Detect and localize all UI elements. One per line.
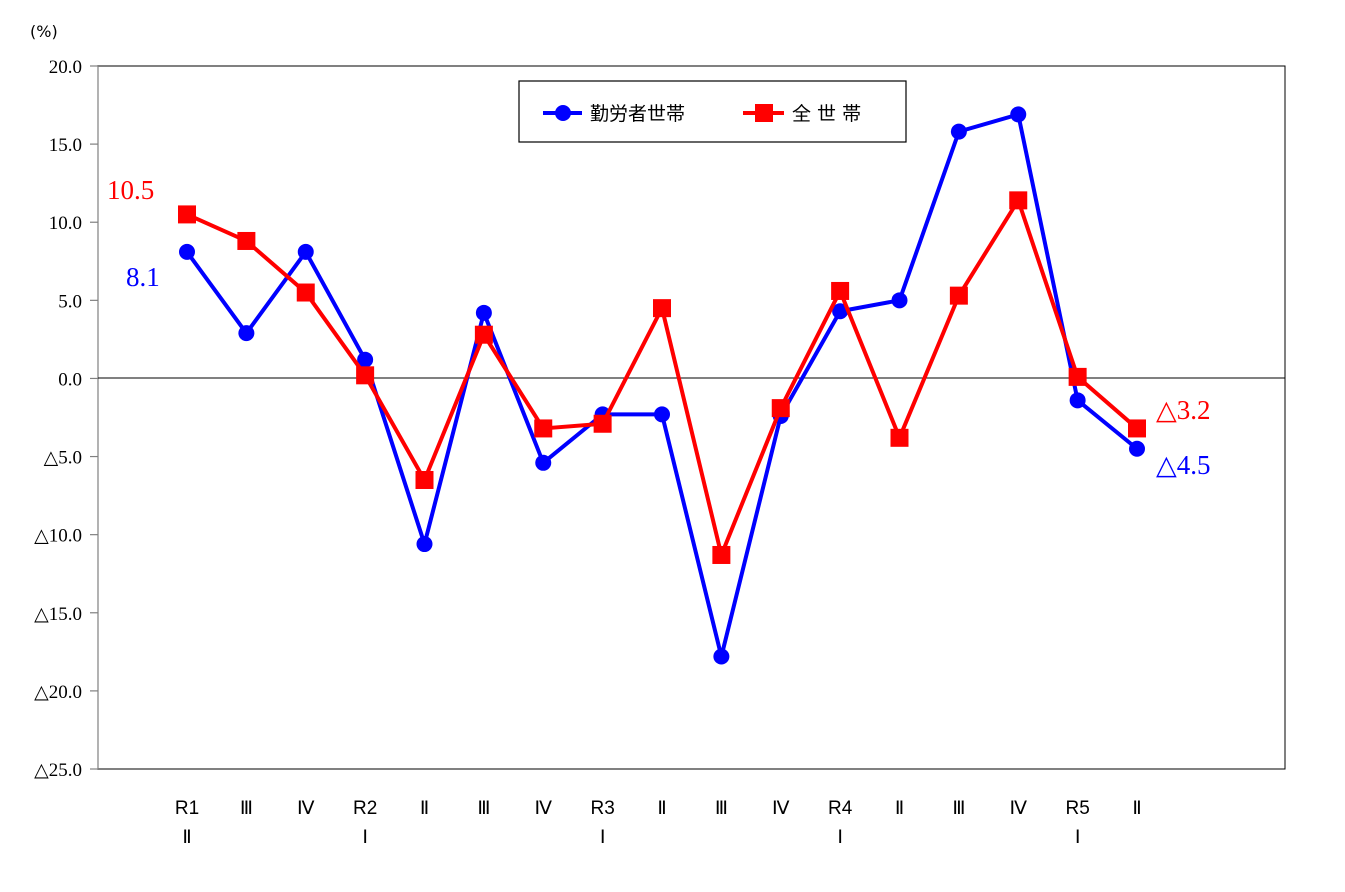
data-point-square	[653, 299, 671, 318]
y-tick-label: △5.0	[44, 448, 82, 469]
y-tick-label: △15.0	[34, 604, 82, 625]
data-point-circle	[238, 325, 255, 342]
data-annotations: 10.5 8.1 △3.2 △4.5	[107, 175, 1211, 480]
series-workers-households	[179, 106, 1145, 665]
legend-label-all: 全 世 帯	[792, 103, 861, 125]
data-point-circle	[1010, 106, 1027, 123]
x-tick-label-sub: Ⅰ	[1075, 827, 1081, 848]
y-tick-label: △25.0	[34, 760, 82, 781]
data-point-circle	[357, 351, 374, 368]
series-line	[185, 112, 1139, 659]
x-tick-label: Ⅳ	[772, 798, 790, 819]
x-tick-label: Ⅱ	[420, 798, 429, 819]
value-annotation: 10.5	[107, 175, 154, 205]
y-tick-label: 0.0	[58, 369, 82, 390]
x-tick-label: R2	[353, 798, 377, 819]
value-annotation: △3.2	[1156, 395, 1211, 425]
x-tick-label: Ⅲ	[240, 798, 253, 819]
data-point-circle	[416, 536, 433, 553]
y-tick-label: 5.0	[58, 291, 82, 312]
data-point-circle	[950, 123, 967, 140]
x-tick-label: Ⅱ	[895, 798, 904, 819]
data-point-circle	[1129, 440, 1145, 457]
data-point-circle	[535, 454, 552, 471]
x-tick-label: Ⅲ	[952, 798, 965, 819]
data-point-square	[178, 205, 196, 224]
series-layer	[178, 106, 1146, 665]
x-axis: R1 Ⅱ Ⅲ Ⅳ R2 Ⅰ Ⅱ Ⅲ Ⅳ R3 Ⅰ Ⅱ Ⅲ Ⅳ R4 Ⅰ Ⅱ Ⅲ Ⅳ R5 Ⅰ Ⅱ	[175, 798, 1142, 848]
data-point-circle	[891, 292, 908, 309]
x-tick-label: Ⅲ	[715, 798, 728, 819]
x-tick-label-sub: Ⅱ	[182, 827, 191, 848]
x-tick-label: R4	[828, 798, 853, 819]
data-point-square	[237, 231, 256, 250]
y-tick-label: 10.0	[49, 213, 82, 234]
value-annotation: 8.1	[126, 262, 160, 292]
data-point-square	[1128, 419, 1146, 438]
plot-area-frame	[97, 65, 1286, 770]
data-point-square	[296, 283, 315, 302]
data-point-square	[474, 325, 493, 344]
x-tick-label: Ⅳ	[534, 798, 552, 819]
data-point-square	[415, 470, 434, 489]
data-point-square	[534, 419, 553, 438]
series-all-households	[178, 191, 1146, 564]
x-tick-label: Ⅳ	[297, 798, 315, 819]
x-tick-label-sub: Ⅰ	[837, 827, 843, 848]
value-annotation: △4.5	[1156, 450, 1211, 480]
y-axis-unit-label: (%)	[30, 22, 58, 41]
legend-item-all: 全 世 帯	[743, 103, 861, 125]
data-point-square	[831, 281, 850, 300]
x-tick-label: Ⅳ	[1009, 798, 1027, 819]
data-point-square	[593, 414, 612, 433]
y-tick-label: 15.0	[49, 135, 82, 156]
y-tick-label: △10.0	[34, 526, 82, 547]
data-point-circle	[713, 648, 730, 665]
data-point-circle	[297, 243, 314, 260]
data-point-square	[356, 366, 375, 385]
data-point-square	[949, 286, 968, 305]
circle-marker-icon	[555, 105, 571, 121]
data-point-circle	[1069, 392, 1086, 409]
data-point-circle	[654, 406, 670, 423]
legend-label-workers: 勤労者世帯	[590, 103, 685, 125]
x-tick-label-sub: Ⅰ	[600, 827, 606, 848]
x-tick-label: Ⅲ	[477, 798, 490, 819]
data-point-square	[771, 399, 790, 418]
data-point-circle	[475, 304, 492, 321]
legend-box	[518, 80, 907, 143]
square-marker-icon	[755, 104, 773, 122]
legend: 勤労者世帯 全 世 帯	[518, 80, 907, 143]
data-point-square	[1068, 367, 1087, 386]
data-point-circle	[179, 243, 195, 260]
y-axis: 20.0 15.0 10.0 5.0 0.0 △5.0 △10.0 △15.0 △20.0 △25…	[34, 57, 98, 781]
data-point-square	[1009, 191, 1028, 210]
y-tick-label: △20.0	[34, 682, 82, 703]
x-tick-label: Ⅱ	[657, 798, 666, 819]
x-tick-label: R1	[175, 798, 199, 819]
x-tick-label: R3	[590, 798, 614, 819]
legend-item-workers: 勤労者世帯	[543, 103, 685, 125]
data-point-square	[890, 428, 909, 447]
data-point-circle	[832, 303, 849, 320]
x-tick-label: Ⅱ	[1132, 798, 1141, 819]
y-tick-label: 20.0	[49, 57, 82, 78]
data-point-square	[712, 545, 731, 564]
x-tick-label-sub: Ⅰ	[362, 827, 368, 848]
x-tick-label: R5	[1065, 798, 1089, 819]
